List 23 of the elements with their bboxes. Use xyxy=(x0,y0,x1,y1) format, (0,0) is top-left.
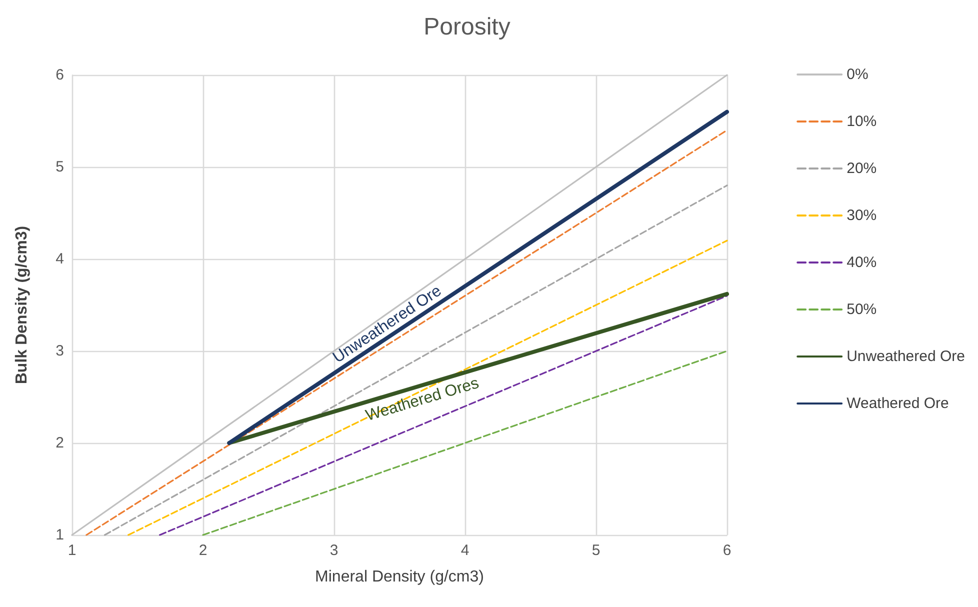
x-tick-label: 2 xyxy=(198,542,208,559)
legend-label: 50% xyxy=(846,301,877,318)
y-tick-label: 4 xyxy=(56,250,64,268)
legend-label: 0% xyxy=(846,66,868,83)
y-tick-label: 3 xyxy=(56,342,64,360)
x-tick-label: 4 xyxy=(460,542,470,559)
y-tick-label: 5 xyxy=(56,158,64,176)
legend-label: 30% xyxy=(846,207,877,224)
legend-label: Weathered Ore xyxy=(846,395,949,412)
legend-label: 20% xyxy=(846,160,877,177)
y-tick-label: 6 xyxy=(56,66,64,84)
legend-label: 40% xyxy=(846,254,877,271)
x-tick-label: 1 xyxy=(68,542,76,559)
x-tick-label: 3 xyxy=(330,542,338,559)
y-axis-title: Bulk Density (g/cm3) xyxy=(14,226,30,384)
x-axis-title: Mineral Density (g/cm3) xyxy=(315,568,484,586)
legend-label: Unweathered Ore xyxy=(846,348,966,365)
chart-title: Porosity xyxy=(424,14,510,40)
y-tick-label: 1 xyxy=(56,526,64,544)
x-tick-label: 6 xyxy=(722,542,732,559)
x-tick-label: 5 xyxy=(592,542,600,559)
y-tick-label: 2 xyxy=(56,434,64,452)
legend-label: 10% xyxy=(846,113,877,130)
